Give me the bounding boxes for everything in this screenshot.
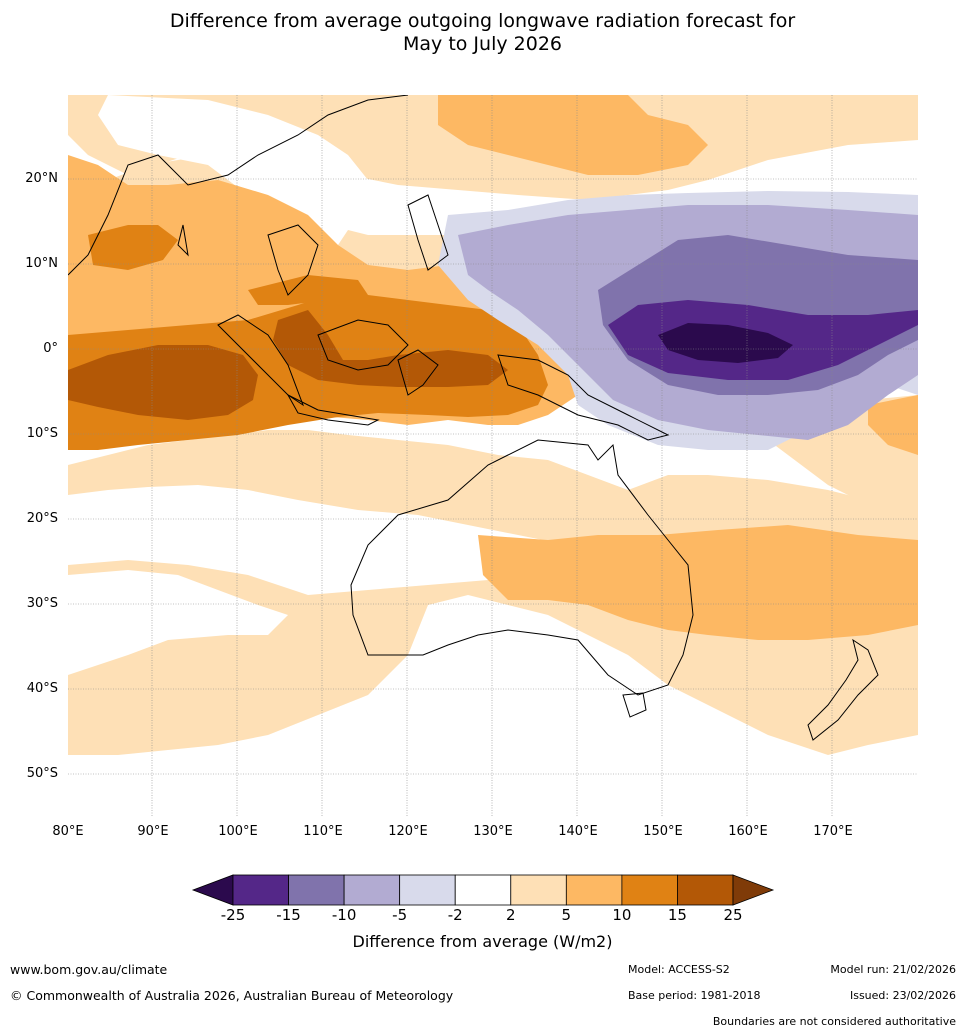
base-period-text: Base period: 1981-2018	[628, 989, 761, 1002]
colorbar-segment	[399, 874, 456, 906]
lon-label-100e: 100°E	[218, 824, 258, 839]
copyright-text: © Commonwealth of Australia 2026, Austra…	[10, 988, 454, 1003]
title-line-1: Difference from average outgoing longwav…	[169, 10, 796, 32]
lon-label-80e: 80°E	[52, 824, 84, 839]
colorbar-tick-label: -5	[392, 906, 408, 924]
colorbar-tick-label: 2	[505, 906, 516, 924]
lon-label-120e: 120°E	[388, 824, 428, 839]
colorbar-segment	[343, 874, 401, 906]
colorbar-tick-label: -10	[331, 906, 357, 924]
colorbar-tick-label: -2	[447, 906, 463, 924]
lon-label-140e: 140°E	[558, 824, 598, 839]
model-run-text: Model run: 21/02/2026	[830, 963, 956, 976]
issued-text: Issued: 23/02/2026	[849, 989, 956, 1002]
lon-label-90e: 90°E	[137, 824, 169, 839]
website-link[interactable]: www.bom.gov.au/climate	[10, 962, 168, 977]
lat-label-0: 0°	[43, 341, 58, 356]
lat-label-20s: 20°S	[26, 511, 58, 526]
colorbar-segment	[565, 874, 623, 906]
contour-15-25	[68, 310, 508, 420]
lon-label-110e: 110°E	[303, 824, 343, 839]
anomaly-map	[68, 95, 918, 817]
lon-label-170e: 170°E	[813, 824, 853, 839]
colorbar-segment	[677, 874, 734, 906]
colorbar-extend-low	[191, 874, 234, 906]
colorbar-title: Difference from average (W/m2)	[352, 932, 613, 951]
colorbar-tick-label: 25	[723, 906, 743, 924]
lat-label-20n: 20°N	[25, 171, 58, 186]
colorbar-tick-label: 10	[612, 906, 632, 924]
colorbar-segment	[454, 874, 512, 906]
lat-label-40s: 40°S	[26, 681, 58, 696]
colorbar-segment	[510, 874, 567, 906]
lat-label-50s: 50°S	[26, 766, 58, 781]
colorbar-tick-label: 5	[561, 906, 572, 924]
contour-neg-25	[658, 323, 793, 363]
lon-label-160e: 160°E	[728, 824, 768, 839]
colorbar-extend-high	[732, 874, 775, 906]
colorbar-segment	[232, 874, 289, 906]
lat-label-30s: 30°S	[26, 596, 58, 611]
title-line-2: May to July 2026	[403, 33, 562, 55]
lon-label-150e: 150°E	[643, 824, 683, 839]
colorbar-segment	[621, 874, 678, 906]
graticule	[68, 95, 918, 817]
colorbar-tick-label: 15	[667, 906, 687, 924]
model-text: Model: ACCESS-S2	[628, 963, 730, 976]
lat-label-10n: 10°N	[25, 256, 58, 271]
coastlines	[68, 95, 879, 741]
disclaimer-text: Boundaries are not considered authoritat…	[712, 1015, 956, 1028]
lon-label-130e: 130°E	[473, 824, 513, 839]
colorbar-tick-label: -25	[220, 906, 246, 924]
lat-label-10s: 10°S	[26, 426, 58, 441]
colorbar-tick-label: -15	[276, 906, 301, 924]
chart-title: Difference from average outgoing longwav…	[0, 10, 965, 56]
colorbar-segment	[288, 874, 345, 906]
